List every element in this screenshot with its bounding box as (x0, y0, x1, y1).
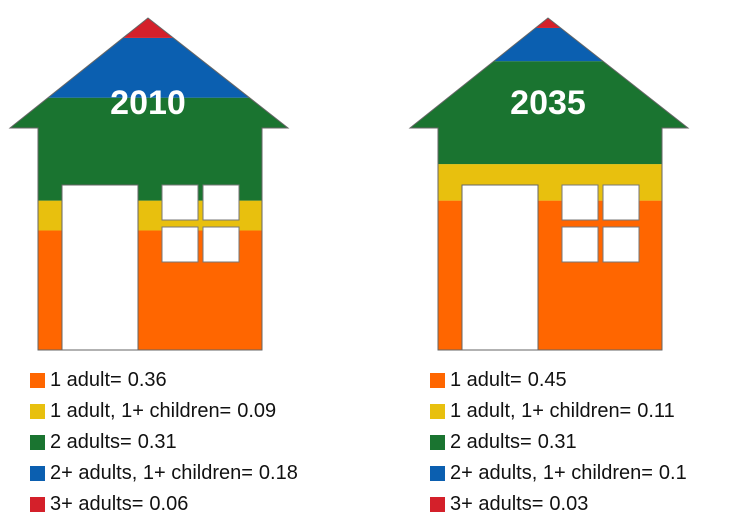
window (162, 227, 198, 262)
legend-value: 0.11 (637, 400, 674, 422)
house-title: 2035 (510, 84, 586, 122)
legend-value: 0.31 (138, 431, 177, 453)
legend-swatch (430, 497, 445, 512)
window (562, 185, 598, 220)
legend-swatch (430, 435, 445, 450)
legend-label: 3+ adults= (450, 493, 543, 515)
window (203, 227, 239, 262)
house-title: 2010 (110, 84, 186, 122)
legend-swatch (430, 404, 445, 419)
legend-swatch (430, 466, 445, 481)
legend-swatch (30, 435, 45, 450)
legend-label: 3+ adults= (50, 493, 143, 515)
legend-entry: 1 adult= 0.36 (50, 369, 167, 391)
legend-label: 2 adults= (450, 431, 532, 453)
stripe (400, 201, 700, 350)
legend-swatch (30, 466, 45, 481)
legend-entry: 2+ adults, 1+ children= 0.1 (450, 462, 687, 484)
stripe (0, 18, 300, 38)
window (562, 227, 598, 262)
legend-value: 0.1 (659, 462, 687, 484)
legend-label: 1 adult, 1+ children= (50, 400, 231, 422)
legend-entry: 2 adults= 0.31 (50, 431, 177, 453)
stripe (400, 28, 700, 61)
legend-label: 1 adult= (50, 369, 122, 391)
legend-label: 2+ adults, 1+ children= (450, 462, 653, 484)
legend-label: 1 adult, 1+ children= (450, 400, 631, 422)
window (162, 185, 198, 220)
stripe (400, 164, 700, 201)
legend-entry: 2 adults= 0.31 (450, 431, 577, 453)
legend-entry: 1 adult= 0.45 (450, 369, 567, 391)
legend-label: 2+ adults, 1+ children= (50, 462, 253, 484)
legend-value: 0.09 (237, 400, 276, 422)
stripe (0, 230, 300, 350)
legend-swatch (30, 373, 45, 388)
legend-value: 0.31 (538, 431, 577, 453)
legend-entry: 3+ adults= 0.03 (450, 493, 588, 515)
legend-entry: 1 adult, 1+ children= 0.11 (450, 400, 675, 422)
stripe (0, 201, 300, 231)
legend-entry: 3+ adults= 0.06 (50, 493, 188, 515)
legend-entry: 1 adult, 1+ children= 0.09 (50, 400, 276, 422)
legend-entry: 2+ adults, 1+ children= 0.18 (50, 462, 298, 484)
legend-value: 0.36 (128, 369, 167, 391)
legend-swatch (30, 497, 45, 512)
legend-value: 0.03 (549, 493, 588, 515)
legend-value: 0.18 (259, 462, 298, 484)
house (400, 18, 700, 350)
legend-label: 1 adult= (450, 369, 522, 391)
house (0, 18, 300, 350)
legend-swatch (30, 404, 45, 419)
legend-value: 0.06 (149, 493, 188, 515)
chart: 2010 1 adult= 0.36 1 adult, 1+ children= 0.0… (0, 0, 756, 518)
window (603, 185, 639, 220)
window (203, 185, 239, 220)
window (603, 227, 639, 262)
legend-value: 0.45 (528, 369, 567, 391)
legend-label: 2 adults= (50, 431, 132, 453)
legend-swatch (430, 373, 445, 388)
